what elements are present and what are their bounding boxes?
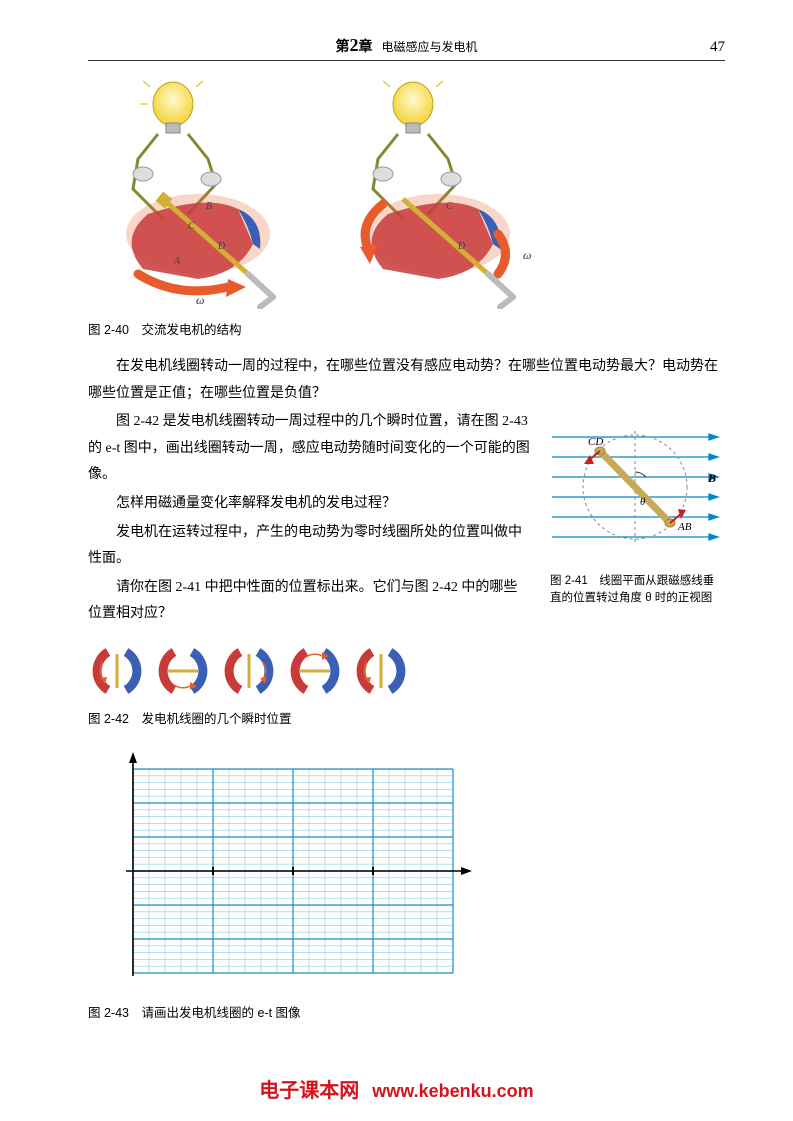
- page-header: 第2章 电磁感应与发电机 47: [88, 35, 725, 61]
- magnet-pos-4: [286, 642, 344, 700]
- generator-right: C D ω: [328, 79, 558, 309]
- chapter-title: 电磁感应与发电机: [381, 40, 477, 54]
- watermark-text: 电子课本网: [259, 1080, 359, 1102]
- figure-2-42: [88, 642, 530, 700]
- svg-text:C: C: [446, 201, 453, 212]
- paragraph-5: 请你在图 2-41 中把中性面的位置标出来。它们与图 2-42 中的哪些位置相对…: [88, 575, 530, 628]
- figure-2-43-graph: [88, 751, 488, 991]
- fig-240-caption: 图 2-40 交流发电机的结构: [88, 319, 725, 338]
- paragraph-4: 发电机在运转过程中，产生的电动势为零时线圈所处的位置叫做中性面。: [88, 520, 530, 573]
- magnet-pos-5: [352, 642, 410, 700]
- b-label: B: [707, 471, 716, 485]
- svg-text:B: B: [206, 201, 212, 212]
- fig-243-caption: 图 2-43 请画出发电机线圈的 e-t 图像: [88, 1002, 530, 1021]
- magnet-pos-3: [220, 642, 278, 700]
- svg-text:D: D: [457, 241, 466, 252]
- figure-2-41: θ CD AB B: [550, 417, 720, 562]
- theta-label: θ: [640, 496, 646, 508]
- svg-text:ω: ω: [523, 248, 531, 262]
- cd-label: CD: [588, 436, 603, 448]
- svg-text:C: C: [188, 221, 195, 232]
- figure-2-40: B C D A ω: [88, 79, 725, 309]
- paragraph-3: 怎样用磁通量变化率解释发电机的发电过程？: [88, 491, 530, 518]
- chapter-suffix: 章: [358, 40, 372, 55]
- omega-label: ω: [196, 293, 204, 307]
- fig-241-caption: 图 2-41 线圈平面从跟磁感线垂直的位置转过角度 θ 时的正视图: [550, 573, 725, 608]
- fig-242-caption: 图 2-42 发电机线圈的几个瞬时位置: [88, 708, 530, 727]
- svg-text:D: D: [217, 241, 226, 252]
- magnet-pos-2: [154, 642, 212, 700]
- magnet-pos-1: [88, 642, 146, 700]
- chapter-prefix: 第: [335, 40, 349, 55]
- watermark-url: www.kebenku.com: [372, 1081, 533, 1101]
- page-number: 47: [695, 39, 725, 56]
- paragraph-1: 在发电机线圈转动一周的过程中，在哪些位置没有感应电动势？在哪些位置电动势最大？电…: [88, 354, 725, 407]
- watermark: 电子课本网 www.kebenku.com: [0, 1074, 793, 1103]
- ab-label: AB: [677, 521, 692, 533]
- paragraph-2: 图 2-42 是发电机线圈转动一周过程中的几个瞬时位置，请在图 2-43 的 e…: [88, 409, 530, 489]
- generator-left: B C D A ω: [88, 79, 318, 309]
- svg-text:A: A: [173, 256, 181, 267]
